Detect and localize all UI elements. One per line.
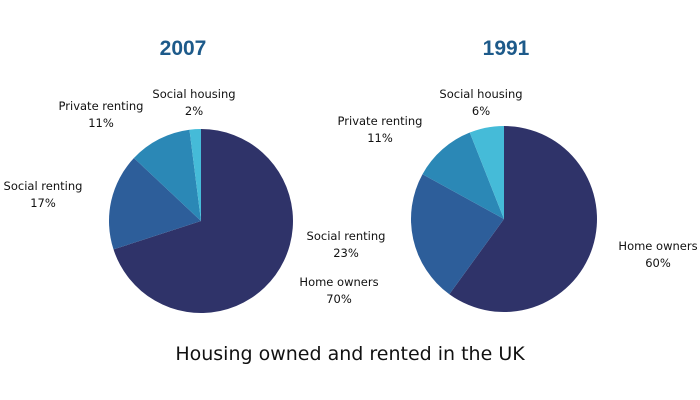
pie-slice-private-renting (133, 129, 201, 221)
pie-slice-social-housing (469, 125, 504, 219)
pie-title: 1991 (483, 37, 530, 60)
slice-label-home-owners: Home owners 60% (618, 239, 697, 270)
pie-slice-social-renting (410, 174, 504, 295)
slice-label-home-owners: Home owners 70% (299, 275, 378, 306)
pie-slice-private-renting (422, 132, 504, 219)
pie-title: 2007 (160, 37, 207, 60)
slice-label-social-renting: Social renting 17% (4, 179, 83, 210)
pie-slice-social-renting (108, 158, 201, 250)
slice-label-social-renting: Social renting 23% (307, 229, 386, 260)
pie-slice-home-owners (113, 129, 293, 314)
pie-slice-social-housing (189, 129, 201, 221)
slice-label-private-renting: Private renting 11% (59, 99, 144, 130)
pie-chart-2007: 2007 Home owners 70% Social renting 17% Priva… (4, 37, 379, 314)
chart-main-title: Housing owned and rented in the UK (175, 343, 525, 365)
slice-label-social-housing: Social housing 2% (152, 87, 235, 118)
pie-slice-home-owners (449, 126, 598, 313)
slice-label-private-renting: Private renting 11% (338, 114, 423, 145)
slice-label-social-housing: Social housing 6% (439, 87, 522, 118)
pie-chart-1991: 1991 Home owners 60% Social renting 23% Priva… (307, 37, 698, 313)
